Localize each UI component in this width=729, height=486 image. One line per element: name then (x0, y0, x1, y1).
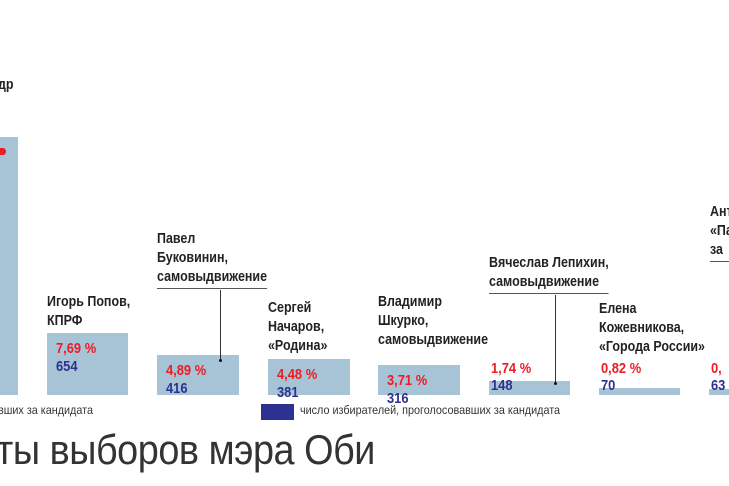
name-line: «Города России» (599, 339, 705, 355)
leader-dot-5 (554, 382, 557, 385)
candidate-name-6: Елена Кожевникова, «Города России» (599, 300, 705, 357)
candidate-name-2: Павел Буковинин, самовыдвижение (157, 230, 268, 289)
name-line: Кожевникова, (599, 320, 685, 336)
legend-label-percent: вших за кандидата (0, 403, 93, 417)
votes-label-6: 70 (601, 377, 616, 394)
votes-label-3: 381 (277, 383, 299, 401)
name-line: Буковинин, (157, 250, 228, 266)
name-line: Шкурко, (378, 313, 429, 329)
name-line: Игорь Попов, (47, 294, 131, 310)
percent-label-3: 4,48 % (277, 365, 318, 383)
name-line: за (710, 242, 723, 258)
leader-line-5 (555, 295, 556, 383)
name-line: самовыдвижение (157, 269, 268, 285)
candidate-name-7: Ант «Па за (710, 203, 729, 262)
candidate-name-5: Вячеслав Лепихин, самовыдвижение (489, 254, 609, 294)
name-line: Ант (710, 204, 729, 220)
name-line: Владимир (378, 294, 442, 310)
candidate-name-0: др (0, 77, 14, 93)
bar-5 (489, 380, 570, 395)
candidate-name-3: Сергей Начаров, «Родина» (268, 299, 327, 356)
votes-label-7: 63 (711, 377, 726, 394)
name-line: «Родина» (268, 338, 328, 354)
votes-label-1: 654 (56, 357, 78, 375)
bar-4 (378, 364, 460, 395)
candidate-name-4: Владимир Шкурко, самовыдвижение (378, 293, 488, 350)
percent-label-5: 1,74 % (491, 360, 532, 377)
name-line: КПРФ (47, 313, 83, 329)
name-line: самовыдвижение (489, 274, 600, 290)
percent-label-2: 4,89 % (166, 362, 207, 380)
percent-label-7: 0, (711, 360, 722, 377)
percent-label-4: 3,71 % (387, 371, 428, 389)
bar-7 (709, 389, 729, 395)
percent-label-1: 7,69 % (56, 339, 97, 357)
legend-label-votes: число избирателей, проголосовавших за ка… (300, 403, 561, 417)
chart-title: ты выборов мэра Оби (0, 426, 375, 473)
bar-3 (268, 358, 350, 395)
name-line: Начаров, (268, 319, 325, 335)
bar-1 (47, 332, 128, 395)
name-line: Сергей (268, 300, 312, 316)
leader-dot-2 (219, 359, 222, 362)
votes-label-2: 416 (166, 380, 188, 398)
legend-swatch-votes (261, 404, 294, 420)
name-line: «Па (710, 223, 729, 239)
votes-label-5: 148 (491, 377, 513, 394)
percent-0-fragment (0, 148, 6, 155)
name-line: самовыдвижение (378, 332, 489, 348)
candidate-name-1: Игорь Попов, КПРФ (47, 293, 130, 331)
name-line: Вячеслав Лепихин, (489, 255, 609, 271)
name-line: Елена (599, 301, 637, 317)
bar-6 (599, 388, 680, 395)
bar-0 (0, 137, 18, 395)
percent-label-6: 0,82 % (601, 360, 642, 377)
votes-label-4: 316 (387, 389, 409, 407)
name-line: Павел (157, 231, 196, 247)
bar-2 (157, 355, 239, 395)
leader-line-2 (220, 290, 221, 360)
